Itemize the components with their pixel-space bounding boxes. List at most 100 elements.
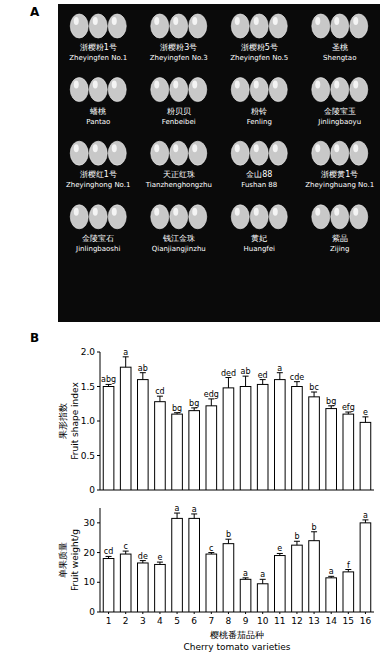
fruit <box>108 78 126 102</box>
fruit-highlight <box>334 81 339 89</box>
fruit-highlight <box>192 208 197 216</box>
fruit <box>250 78 268 102</box>
variety-name-en: Fushan 88 <box>241 181 277 189</box>
fruit <box>350 205 368 229</box>
fruit-highlight <box>93 81 98 89</box>
fruit <box>151 78 169 102</box>
variety-name-zh: 紫晶 <box>332 234 348 243</box>
significance-letter: a <box>243 569 248 578</box>
fruit-highlight <box>254 81 259 89</box>
bar <box>172 414 183 490</box>
significance-letter: abg <box>101 375 116 384</box>
fruit <box>331 14 349 38</box>
fruit <box>269 205 287 229</box>
variety-name-zh: 浙樱粉3号 <box>160 43 197 52</box>
fruit-highlight <box>154 208 159 216</box>
bar <box>309 397 320 490</box>
variety-photo: 紫晶Zijing <box>312 205 368 253</box>
bar <box>292 387 303 491</box>
variety-name-en: Tianzhenghongzhu <box>145 181 212 189</box>
error-stem <box>159 396 160 402</box>
variety-photo: 浙樱粉3号 Zheyingfen No.3 <box>150 14 208 62</box>
x-tick <box>365 612 366 614</box>
fruit-highlight <box>74 17 79 25</box>
fruit <box>70 205 88 229</box>
variety-name-zh: 浙樱粉5号 <box>241 43 278 52</box>
fruit <box>269 14 287 38</box>
y-axis-title-zh: 单果质量 <box>58 542 68 578</box>
significance-letter: a <box>277 364 282 373</box>
fruit <box>170 205 188 229</box>
x-tick-label: 1 <box>106 616 112 626</box>
variety-photo: 浙樱粉5号 Zheyingfen No.5 <box>230 14 288 62</box>
panel-label: A <box>30 5 40 19</box>
y-axis-title: Fruit shape index <box>70 382 80 460</box>
significance-letter: ab <box>241 367 251 376</box>
fruit <box>108 14 126 38</box>
fruit-highlight <box>315 144 320 152</box>
variety-photo: 粉贝贝Fenbeibei <box>151 78 207 126</box>
fruit-highlight <box>235 208 240 216</box>
significance-letter: bg <box>326 397 336 406</box>
error-bar <box>208 399 214 406</box>
variety-photo: 浙樱黄1号Zheyinghuang No.1 <box>305 141 374 189</box>
significance-letter: cd <box>104 547 113 556</box>
fruit <box>350 14 368 38</box>
bar <box>275 556 286 612</box>
error-stem <box>228 378 229 388</box>
x-tick-label: 12 <box>291 616 302 626</box>
significance-letter: de <box>138 552 148 561</box>
variety-name-en: Zheyingfen No.1 <box>69 54 127 62</box>
y-tick <box>97 490 100 491</box>
fruit <box>189 14 207 38</box>
variety-name-en: Zheyingfen No.3 <box>150 54 208 62</box>
error-bar <box>243 376 249 386</box>
fruit <box>89 205 107 229</box>
fruit <box>269 141 287 165</box>
y-tick <box>97 612 100 613</box>
error-bar <box>294 541 300 545</box>
error-bar <box>328 576 334 577</box>
fruit <box>331 205 349 229</box>
y-tick <box>97 582 100 583</box>
figure: 浙樱粉1号Zheyingfen No.1浙樱粉3号Zheyingfen No.3… <box>0 0 386 656</box>
bar <box>189 518 200 612</box>
error-stem <box>314 532 315 541</box>
fruit-highlight <box>173 208 178 216</box>
variety-name-zh: 粉铃 <box>251 107 267 116</box>
fruit-highlight <box>353 17 358 25</box>
significance-letter: bc <box>309 383 318 392</box>
variety-name-zh: 天正红珠 <box>163 170 195 179</box>
error-bar <box>191 408 197 411</box>
variety-name-en: Zheyingfen No.5 <box>230 54 288 62</box>
significance-letter: e <box>277 544 282 553</box>
fruit-highlight <box>273 81 278 89</box>
fruit-highlight <box>173 17 178 25</box>
bar <box>172 518 183 612</box>
error-bar <box>362 520 368 523</box>
variety-photo: 浙樱红1号Zheyinghong No.1 <box>66 141 130 189</box>
bar <box>309 541 320 612</box>
y-tick-label: 1.5 <box>81 382 95 392</box>
fruit-highlight <box>112 17 117 25</box>
y-axis <box>100 508 101 612</box>
y-tick-label: 1.0 <box>81 416 96 426</box>
bar <box>138 563 149 612</box>
fruit-highlight <box>192 17 197 25</box>
x-tick <box>142 612 143 614</box>
variety-name-zh: 黄妃 <box>251 234 267 243</box>
fruit-highlight <box>173 144 178 152</box>
variety-photo: 圣桃Shengtao <box>312 14 368 62</box>
error-bar <box>140 373 146 380</box>
bar <box>360 422 371 490</box>
x-tick <box>314 612 315 614</box>
bar <box>292 545 303 612</box>
fruit <box>108 141 126 165</box>
y-tick <box>97 455 100 456</box>
error-stem <box>177 513 178 518</box>
fruit <box>269 78 287 102</box>
x-tick-label: 4 <box>157 616 163 626</box>
variety-name-zh: 圣桃 <box>332 43 348 52</box>
y-tick <box>97 386 100 387</box>
fruit <box>70 78 88 102</box>
